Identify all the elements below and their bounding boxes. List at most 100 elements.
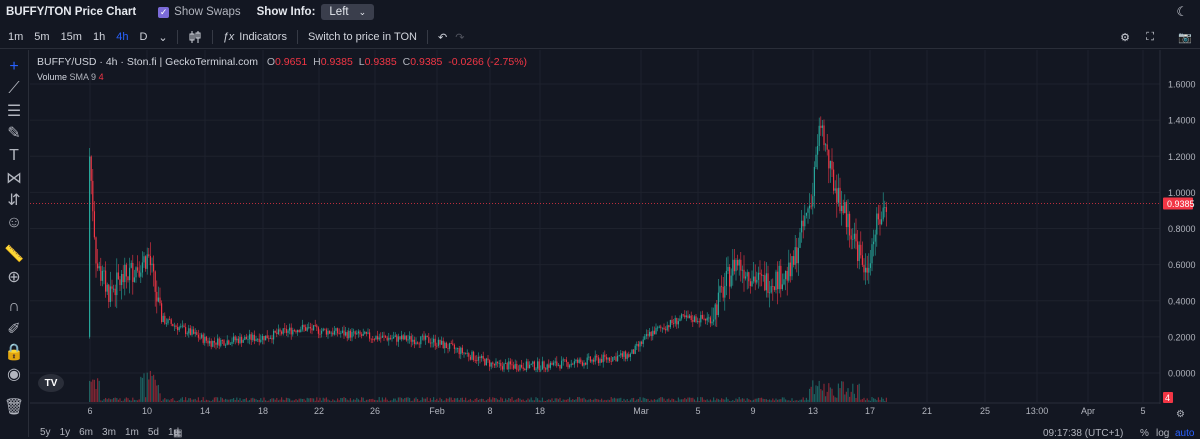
volume-bar [421,397,423,402]
volume-bar [324,398,326,402]
volume-bar [426,397,428,402]
trend-line-icon[interactable]: ⟋ [8,80,20,97]
volume-bar [140,376,142,402]
candle-body [402,335,404,340]
volume-bar [237,400,239,402]
volume-bar [410,400,412,402]
volume-bar [613,397,615,402]
timeframe-1h[interactable]: 1h [92,31,106,43]
volume-bar [317,400,319,402]
redo-icon[interactable]: ↷ [455,31,465,44]
theme-toggle-icon[interactable]: ☾ [1176,4,1188,19]
candle-body [717,292,719,316]
range-1m[interactable]: 1m [124,427,139,438]
indicators-label: Indicators [239,31,287,43]
volume-bar [306,397,308,402]
show-swaps-checkbox[interactable]: ✓ Show Swaps [158,6,241,18]
volume-bar [799,399,801,402]
trash-icon[interactable]: 🗑 [3,399,25,416]
volume-bar [871,397,873,402]
brush-icon[interactable]: ✎ [7,125,21,142]
candle-body [460,347,462,355]
candle-body [378,337,380,340]
candle-body [388,337,390,341]
show-info-select[interactable]: Left ⌄ [321,4,375,20]
zoom-in-icon[interactable]: ⊕ [7,269,21,286]
range-5y[interactable]: 5y [40,427,51,438]
volume-bar [594,398,596,402]
timeframe-4h[interactable]: 4h [116,31,129,43]
volume-bar [487,398,489,402]
volume-bar [836,397,838,402]
switch-price-button[interactable]: Switch to price in TON [307,31,417,43]
volume-bar [868,400,870,402]
candle-body [538,361,540,371]
timeframe-5m[interactable]: 5m [34,31,50,43]
volume-bar [769,399,771,402]
auto-toggle[interactable]: auto [1175,428,1195,439]
candle-body [271,337,273,340]
volume-bar [197,397,199,402]
undo-icon[interactable]: ↶ [438,31,448,44]
candle-body [338,333,340,335]
candle-body [698,321,700,323]
candle-body [802,220,804,227]
candle-body [129,267,131,281]
volume-bar [244,399,246,402]
volume-bar [757,397,759,402]
candle-body [761,274,763,276]
candle-body [362,333,364,336]
text-icon[interactable]: T [9,147,19,164]
volume-bar [829,387,831,402]
volume-bar [463,400,465,402]
range-5d[interactable]: 5d [147,427,159,438]
candle-body [170,319,172,324]
settings-gear-icon[interactable]: ⚙ [1176,409,1185,420]
date-range-icon[interactable]: ▦ [173,428,183,439]
volume-bar [837,383,839,402]
measure-tools-icon[interactable]: ⇵ [7,192,21,209]
horizontal-lines-icon[interactable]: ☰ [6,103,22,120]
pencil-lock-icon[interactable]: ✐ [7,321,21,338]
timeframe-1m[interactable]: 1m [8,31,24,43]
tradingview-logo[interactable]: TV [38,374,64,392]
eye-icon[interactable]: ◉ [7,366,21,383]
volume-bar [473,400,475,402]
range-1d[interactable]: 1d [167,427,180,438]
volume-bar [661,397,663,402]
volume-bar [609,400,611,402]
candle-body [202,334,204,343]
volume-bar [383,399,385,402]
pattern-icon[interactable]: ⋈ [6,170,22,187]
volume-bar [300,398,302,402]
range-6m[interactable]: 6m [79,427,94,438]
fullscreen-icon[interactable]: ⛶ [1146,30,1154,43]
percent-toggle[interactable]: % [1140,428,1149,439]
volume-bar [671,398,673,402]
log-toggle[interactable]: log [1156,428,1170,439]
candle-body [841,205,843,212]
volume-bar [549,399,551,402]
candle-style-button[interactable] [184,30,206,44]
lock-icon[interactable]: 🔒 [4,344,24,361]
emoji-icon[interactable]: ☺ [5,214,23,231]
settings-icon[interactable]: ⚙ [1120,31,1130,44]
timeframe-15m[interactable]: 15m [60,31,82,43]
camera-icon[interactable]: 📷 [1178,31,1192,44]
candle-body [455,348,457,350]
magnet-icon[interactable]: ∩ [8,298,20,315]
timeframe-dropdown-icon[interactable]: ⌄ [158,31,168,44]
volume-bar [177,400,179,402]
range-1y[interactable]: 1y [59,427,71,438]
volume-bar [146,372,148,402]
timeframe-D[interactable]: D [139,31,148,43]
candle-body [255,339,257,341]
indicators-button[interactable]: ƒx Indicators [219,31,291,43]
ruler-icon[interactable]: 📏 [4,246,24,263]
candle-body [289,327,291,331]
volume-bar [532,400,534,402]
crosshair-icon[interactable]: + [9,58,19,75]
range-3m[interactable]: 3m [102,427,116,438]
candle-body [610,361,612,362]
volume-bar [241,400,243,402]
